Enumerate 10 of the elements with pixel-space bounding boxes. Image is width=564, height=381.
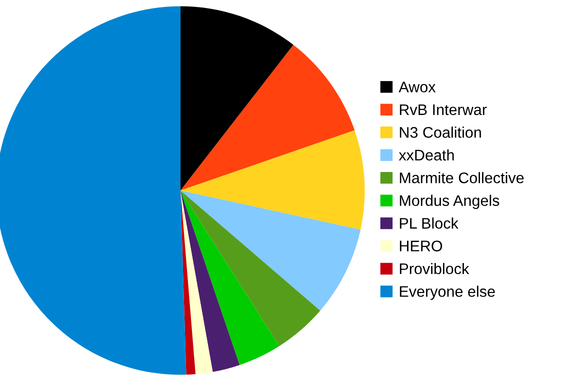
legend-label: xxDeath xyxy=(398,149,454,161)
legend-label: Marmite Collective xyxy=(400,172,524,184)
legend-label: Everyone else xyxy=(400,286,495,300)
legend-label: Proviblock xyxy=(400,262,470,274)
legend-label: Mordus Angels xyxy=(400,194,500,210)
legend-label: HERO xyxy=(400,240,442,252)
legend-label: Awox xyxy=(398,82,436,92)
legend-label: N3 Coalition xyxy=(400,126,481,138)
legend-label: RvB Interwar xyxy=(400,104,487,116)
legend-label: PL Block xyxy=(400,218,458,229)
